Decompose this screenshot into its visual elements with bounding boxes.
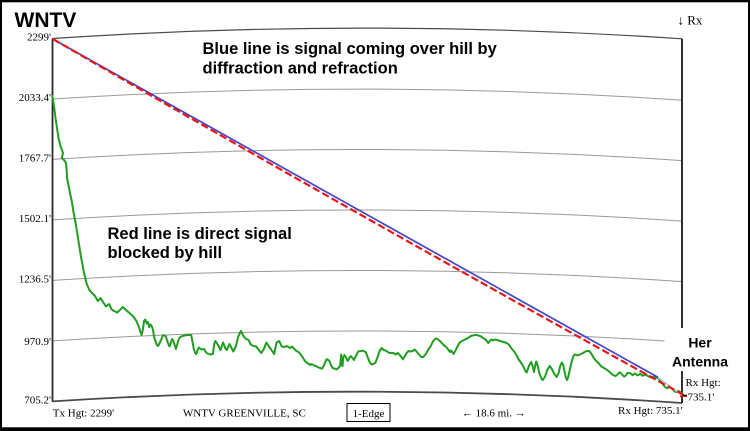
svg-text:diffraction and refraction: diffraction and refraction	[203, 59, 398, 77]
svg-text:blocked by hill: blocked by hill	[108, 244, 223, 262]
svg-text:1502.1': 1502.1'	[19, 213, 51, 225]
svg-text:1767.7': 1767.7'	[19, 153, 51, 165]
svg-text:Red line is direct signal: Red line is direct signal	[108, 225, 292, 243]
svg-text:2299': 2299'	[27, 32, 51, 44]
svg-text:Rx Hgt: 735.1': Rx Hgt: 735.1'	[618, 405, 683, 417]
svg-text:2033.4': 2033.4'	[19, 92, 51, 104]
svg-text:WNTV GREENVILLE, SC: WNTV GREENVILLE, SC	[183, 408, 306, 420]
svg-text:1-Edge: 1-Edge	[353, 408, 385, 420]
svg-text:705.2': 705.2'	[24, 395, 51, 407]
svg-text:Blue line is signal coming ove: Blue line is signal coming over hill by	[203, 40, 498, 58]
svg-text:970.9': 970.9'	[24, 336, 51, 348]
svg-text:WNTV: WNTV	[15, 9, 77, 32]
svg-text:1236.5': 1236.5'	[19, 274, 51, 286]
svg-text:Antenna: Antenna	[672, 353, 728, 369]
svg-text:735.1': 735.1'	[688, 391, 715, 403]
svg-text:Tx Hgt: 2299': Tx Hgt: 2299'	[53, 408, 114, 420]
svg-text:Rx Hgt:: Rx Hgt:	[686, 377, 721, 389]
svg-text:↓ Rx: ↓ Rx	[678, 12, 703, 27]
svg-text:← 18.6 mi. →: ← 18.6 mi. →	[462, 408, 526, 420]
svg-text:Her: Her	[688, 335, 712, 351]
